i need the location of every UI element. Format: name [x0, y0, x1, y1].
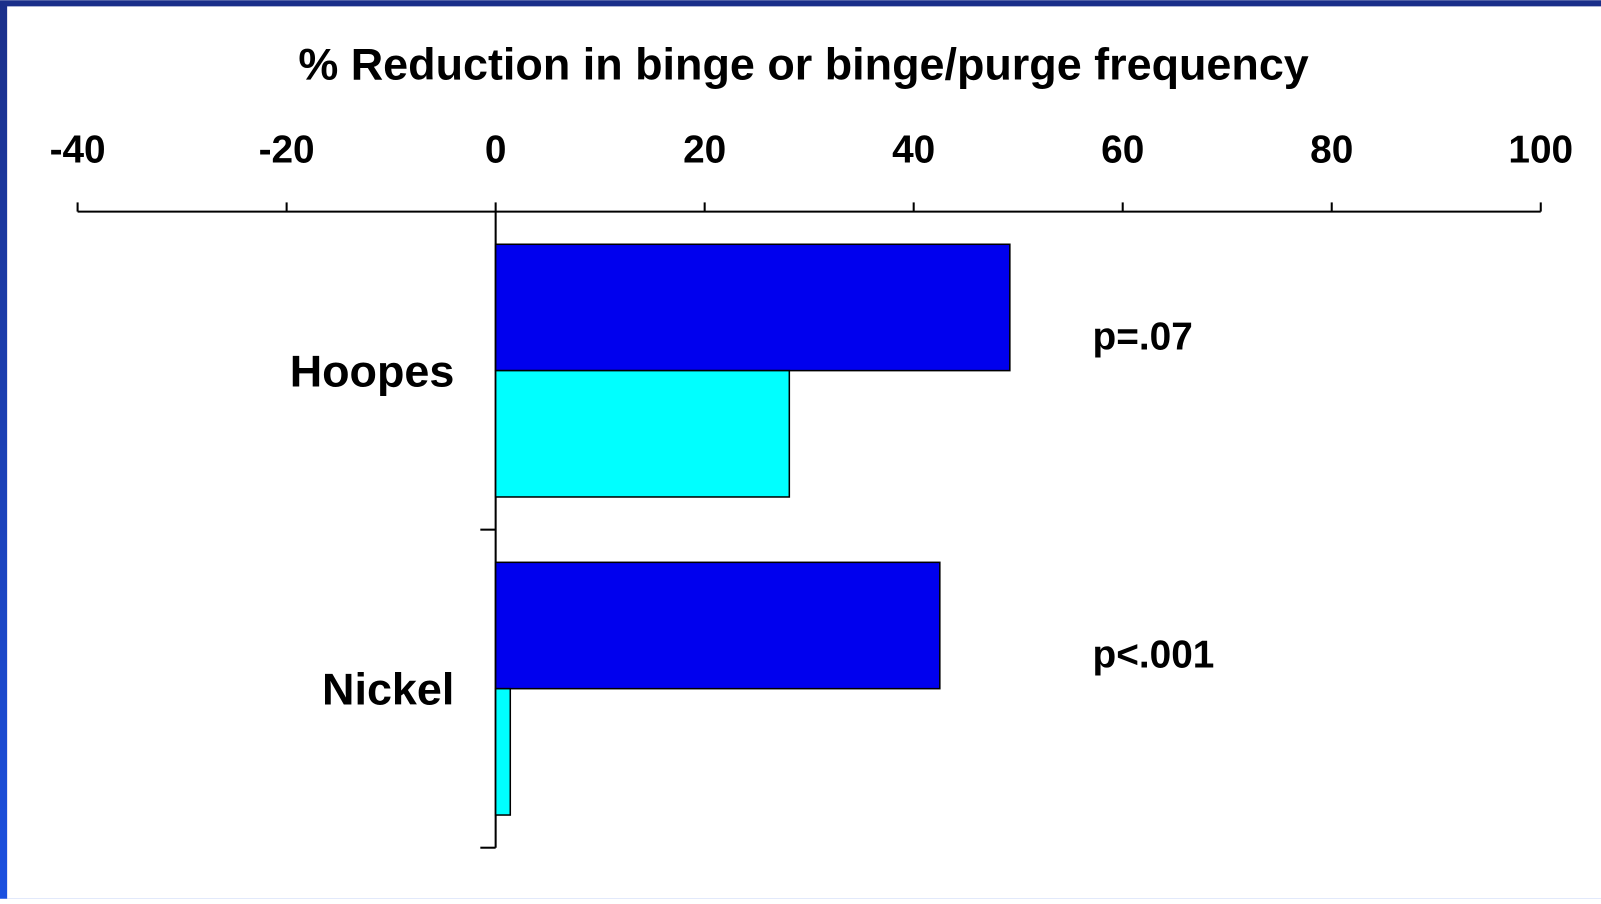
x-tick-label: 60 [1101, 129, 1144, 172]
annotation: p<.001 [1093, 633, 1215, 676]
plot-background [7, 6, 1601, 899]
category-label: Nickel [322, 664, 454, 715]
bar [494, 687, 512, 816]
annotation: p=.07 [1093, 315, 1193, 358]
x-tick-label: -40 [50, 129, 106, 172]
x-tick-label: 100 [1508, 129, 1573, 172]
bar [494, 561, 941, 690]
x-tick-label: 80 [1310, 129, 1353, 172]
x-tick-label: -20 [259, 129, 315, 172]
x-tick-label: 0 [485, 129, 507, 172]
bar [494, 243, 1011, 372]
category-label: Hoopes [290, 346, 455, 397]
x-tick-label: 20 [683, 129, 726, 172]
bar [494, 369, 791, 498]
x-tick-label: 40 [892, 129, 935, 172]
chart-title: % Reduction in binge or binge/purge freq… [298, 38, 1308, 89]
